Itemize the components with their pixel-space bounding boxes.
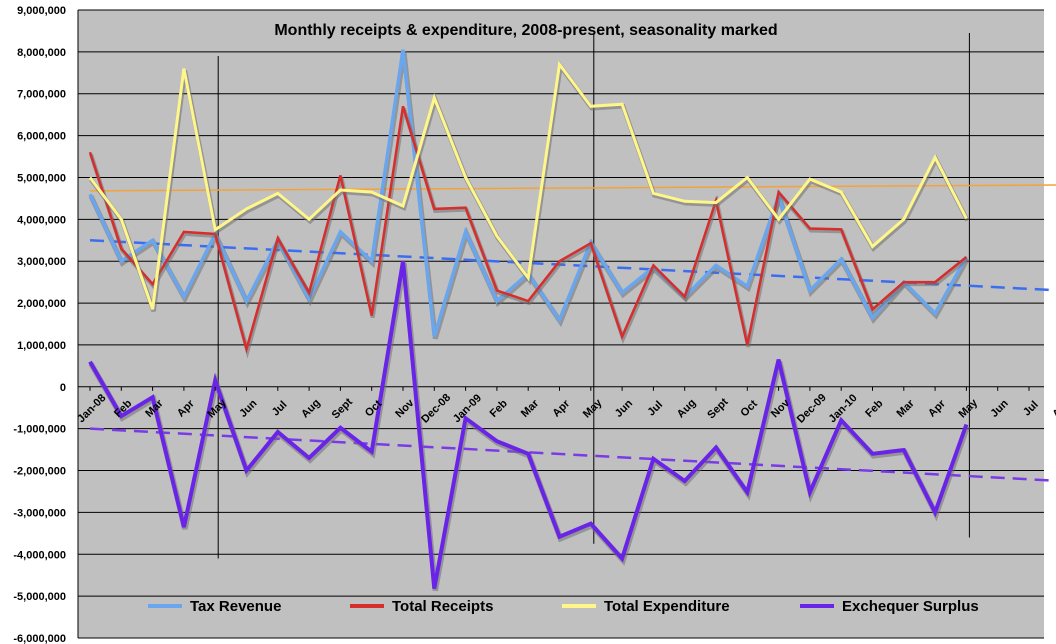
series-group	[88, 60, 970, 313]
grid-lines	[77, 9, 1044, 639]
legend-label: Total Receipts	[392, 598, 493, 615]
series-lines	[88, 49, 970, 592]
legend-label: Tax Revenue	[190, 598, 281, 615]
y-tick-label: -2,000,000	[13, 466, 66, 478]
series-line	[88, 105, 968, 354]
y-tick-label: -6,000,000	[13, 633, 66, 644]
y-tick-label: 3,000,000	[17, 256, 66, 268]
y-tick-label: 0	[60, 382, 66, 394]
y-tick-label: -1,000,000	[13, 424, 66, 436]
legend-label: Exchequer Surplus	[842, 598, 979, 615]
trendline	[89, 239, 1056, 292]
trendline	[89, 427, 1056, 483]
series-line	[88, 60, 968, 310]
y-tick-label: 1,000,000	[17, 340, 66, 352]
y-tick-label: -5,000,000	[13, 591, 66, 603]
y-tick-label: 4,000,000	[17, 214, 66, 226]
y-tick-label: 6,000,000	[17, 131, 66, 143]
y-tick-label: 7,000,000	[17, 89, 66, 101]
series-group	[88, 105, 969, 359]
trendlines	[89, 184, 1056, 483]
series-group	[88, 260, 970, 592]
chart-title: Monthly receipts & expenditure, 2008-pre…	[274, 22, 777, 39]
legend-label: Total Expenditure	[604, 598, 730, 615]
y-tick-label: 2,000,000	[17, 298, 66, 310]
y-tick-label: -3,000,000	[13, 507, 66, 519]
y-tick-label: 9,000,000	[17, 5, 66, 17]
y-tick-label: 5,000,000	[17, 172, 66, 184]
y-tick-label: -4,000,000	[13, 549, 66, 561]
series-line	[88, 260, 969, 589]
legend: Tax Revenue Total Receipts Total Expenditu…	[148, 598, 979, 615]
trendline	[89, 184, 1056, 192]
x-tick-label: Aug	[1050, 397, 1056, 421]
y-axis-ticks: 9,000,000 8,000,000 7,000,000 6,000,000 5,00…	[13, 5, 66, 644]
y-tick-label: 8,000,000	[17, 47, 66, 59]
